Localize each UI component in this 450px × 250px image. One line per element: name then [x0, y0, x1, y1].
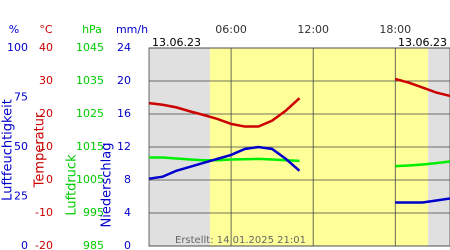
date-right: 13.06.23: [398, 36, 447, 49]
y-tick-label: 1035: [76, 74, 104, 87]
axis-title: Luftdruck: [65, 154, 80, 216]
y-tick-label: 24: [117, 41, 131, 54]
y-tick-label: 20: [117, 74, 131, 87]
y-tick-label: 985: [83, 239, 104, 250]
y-tick-label: -20: [35, 239, 53, 250]
axis-title: Temperatur: [33, 112, 48, 188]
y-tick-label: 25: [14, 190, 28, 203]
y-tick-label: 8: [124, 173, 131, 186]
y-tick-label: 4: [124, 206, 131, 219]
date-left: 13.06.23: [152, 36, 201, 49]
x-tick-label: 06:00: [215, 23, 247, 36]
footer: Erstellt: 14.01.2025 21:01: [175, 235, 306, 246]
axis-title: Luftfeuchtigkeit: [1, 99, 16, 201]
y-tick-label: 12: [117, 140, 131, 153]
y-tick-label: 10: [39, 140, 53, 153]
x-tick-label: 12:00: [297, 23, 329, 36]
axis-title: Niederschlag: [100, 143, 115, 228]
y-tick-label: 1025: [76, 107, 104, 120]
x-tick-label: 18:00: [379, 23, 411, 36]
y-tick-label: 0: [21, 239, 28, 250]
y-tick-label: 16: [117, 107, 131, 120]
series-line: [148, 145, 450, 204]
y-tick-label: 995: [83, 206, 104, 219]
y-tick-label: 50: [14, 140, 28, 153]
series-line: [148, 77, 450, 128]
axis-unit: °C: [39, 23, 53, 36]
y-tick-label: 0: [124, 239, 131, 250]
plot-border: [148, 47, 450, 247]
y-tick-label: 40: [39, 41, 53, 54]
y-tick-label: 20: [39, 107, 53, 120]
y-tick-label: 1045: [76, 41, 104, 54]
axis-unit: hPa: [82, 23, 102, 36]
y-tick-label: 100: [7, 41, 28, 54]
axis-unit: %: [9, 23, 19, 36]
axis-unit: mm/h: [116, 23, 148, 36]
y-tick-label: 1015: [76, 140, 104, 153]
y-tick-label: 1005: [76, 173, 104, 186]
y-tick-label: 75: [14, 91, 28, 104]
series-line: [149, 156, 450, 168]
y-tick-label: -10: [35, 206, 53, 219]
y-tick-label: 30: [39, 74, 53, 87]
y-tick-label: 0: [46, 173, 53, 186]
